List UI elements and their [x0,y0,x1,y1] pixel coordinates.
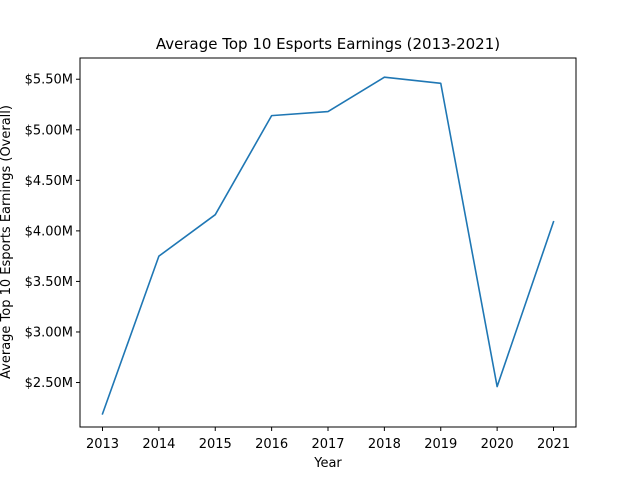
y-axis-label: Average Top 10 Esports Earnings (Overall… [0,105,14,379]
y-tick-label: $5.50M [25,73,73,88]
x-tick-label: 2014 [142,437,175,452]
y-axis-ticks: $2.50M $3.00M $3.50M $4.00M $4.50M $5.00M $5.5… [25,73,80,391]
y-tick-label: $3.00M [25,325,73,340]
x-tick-label: 2015 [199,437,232,452]
x-tick-label: 2013 [86,437,119,452]
y-tick-label: $4.50M [25,174,73,189]
axes-frame [79,57,577,428]
chart-title: Average Top 10 Esports Earnings (2013-20… [156,35,500,53]
x-tick-label: 2017 [311,437,344,452]
y-tick-label: $5.00M [25,123,73,138]
y-tick-label: $4.00M [25,224,73,239]
x-axis-label: Year [313,456,342,471]
x-tick-label: 2016 [255,437,288,452]
plot-area [101,76,555,415]
y-tick-label: $2.50M [25,376,73,391]
x-tick-label: 2018 [368,437,401,452]
x-axis-ticks: 2013 2014 2015 2016 2017 2018 2019 2020 2021 [86,427,570,452]
y-tick-label: $3.50M [25,275,73,290]
x-tick-label: 2021 [537,437,570,452]
x-tick-label: 2020 [481,437,514,452]
x-tick-label: 2019 [424,437,457,452]
